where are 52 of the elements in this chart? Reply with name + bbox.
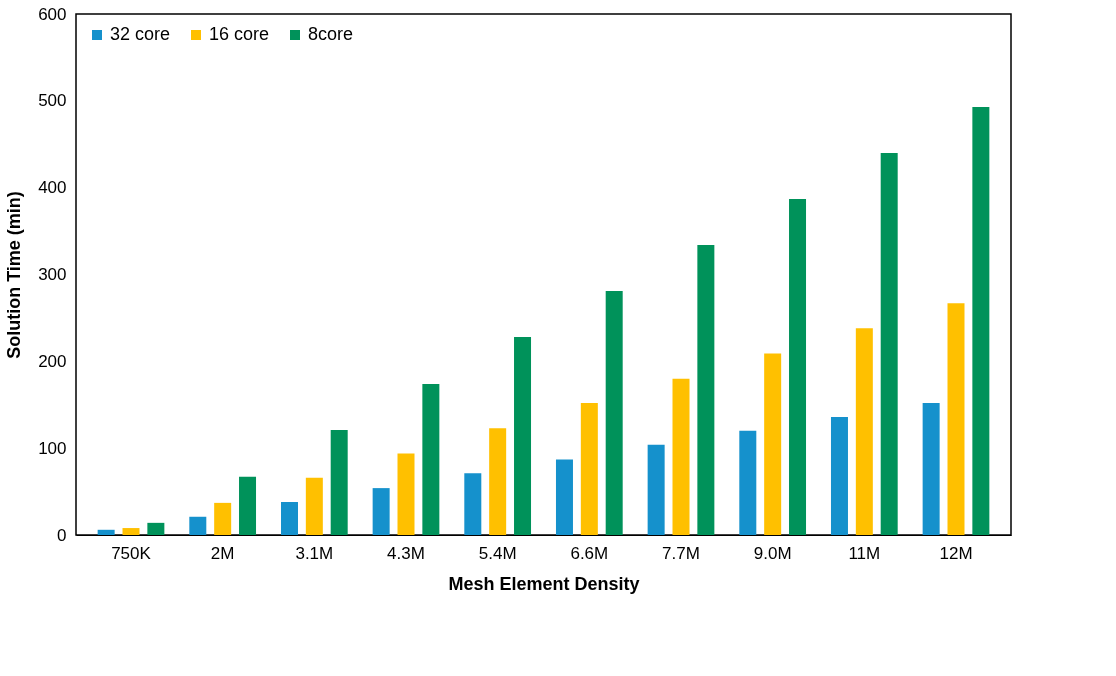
bar — [580, 403, 598, 535]
y-tick-label: 600 — [38, 4, 67, 24]
bar — [464, 473, 482, 535]
legend-label: 16 core — [209, 24, 270, 44]
x-tick-label: 4.3M — [387, 543, 425, 563]
y-tick-label: 300 — [38, 265, 67, 284]
bar — [789, 198, 807, 535]
x-tick-label: 5.4M — [478, 543, 517, 563]
bar — [672, 378, 690, 535]
x-axis-title: Mesh Element Density — [448, 573, 640, 594]
bar — [122, 528, 140, 535]
bar — [880, 152, 898, 535]
legend-label: 32 core — [110, 24, 171, 44]
bar — [764, 353, 782, 535]
bar — [422, 383, 440, 535]
bar — [214, 502, 232, 535]
x-tick-label: 12M — [939, 543, 973, 563]
bar — [605, 291, 623, 535]
bar — [739, 430, 757, 535]
y-tick-label: 400 — [38, 178, 67, 198]
bar — [280, 502, 298, 535]
x-tick-label: 3.1M — [295, 543, 334, 563]
bar — [697, 244, 715, 535]
y-axis-title: Solution Time (min) — [4, 191, 25, 359]
x-tick-label: 750K — [111, 543, 152, 563]
bar — [555, 459, 573, 535]
bar — [855, 328, 873, 535]
bar — [97, 529, 115, 535]
bar — [239, 476, 257, 535]
y-tick-label: 200 — [38, 351, 67, 371]
legend-label: 8core — [308, 24, 354, 44]
x-tick-label: 2M — [210, 543, 235, 563]
y-tick-label: 100 — [38, 438, 67, 458]
bar — [189, 516, 207, 535]
bar — [489, 428, 507, 535]
bar — [922, 403, 940, 535]
bar — [647, 444, 665, 535]
bar — [330, 429, 348, 535]
bar — [147, 522, 165, 535]
y-tick-label: 0 — [57, 525, 67, 545]
bar — [830, 416, 848, 535]
bar — [947, 303, 965, 535]
bar — [305, 477, 323, 535]
y-tick-label: 500 — [38, 91, 67, 111]
x-tick-label: 11M — [848, 543, 881, 563]
x-tick-label: 7.7M — [662, 543, 700, 563]
bar — [972, 106, 990, 535]
x-tick-label: 6.6M — [570, 543, 609, 563]
bar — [514, 337, 532, 535]
bar — [397, 453, 415, 535]
bar — [372, 488, 390, 535]
x-tick-label: 9.0M — [753, 543, 792, 563]
